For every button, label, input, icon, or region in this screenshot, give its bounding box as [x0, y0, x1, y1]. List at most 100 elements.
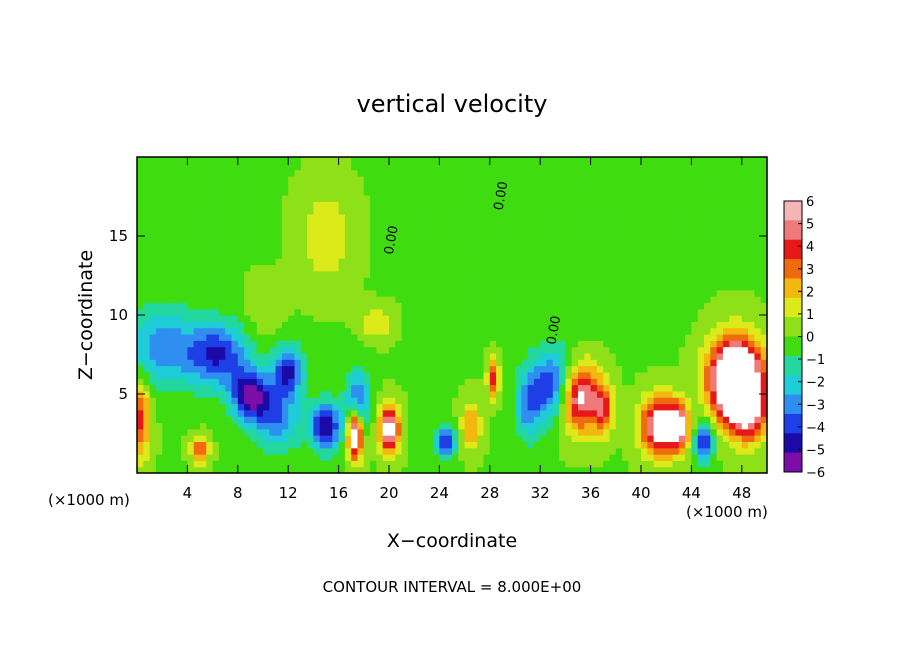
heatmap-cell: [571, 163, 579, 171]
heatmap-cell: [710, 163, 718, 171]
heatmap-cell: [729, 435, 737, 442]
heatmap-cell: [269, 416, 277, 424]
heatmap-cell: [470, 289, 478, 297]
heatmap-cell: [351, 378, 359, 386]
heatmap-cell: [685, 466, 692, 474]
heatmap-cell: [263, 333, 270, 341]
heatmap-cell: [439, 352, 447, 360]
heatmap-cell: [458, 207, 466, 215]
heatmap-cell: [559, 460, 566, 468]
heatmap-cell: [691, 264, 699, 272]
heatmap-cell: [603, 308, 611, 316]
heatmap-cell: [540, 346, 548, 354]
heatmap-cell: [351, 182, 359, 190]
heatmap-cell: [596, 315, 604, 322]
heatmap-cell: [445, 371, 453, 379]
heatmap-cell: [294, 188, 302, 196]
heatmap-cell: [250, 308, 258, 316]
heatmap-cell: [433, 416, 440, 424]
heatmap-cell: [338, 409, 346, 417]
heatmap-cell: [357, 340, 365, 348]
heatmap-cell: [748, 245, 755, 253]
heatmap-cell: [256, 277, 264, 284]
heatmap-cell: [571, 194, 579, 202]
heatmap-cell: [559, 201, 566, 209]
heatmap-cell: [464, 384, 472, 392]
heatmap-cell: [294, 245, 302, 253]
heatmap-cell: [187, 315, 195, 322]
heatmap-cell: [445, 232, 453, 240]
heatmap-cell: [149, 264, 157, 272]
heatmap-cell: [231, 201, 239, 209]
heatmap-cell: [754, 213, 762, 221]
heatmap-cell: [263, 352, 270, 360]
heatmap-cell: [319, 390, 327, 398]
heatmap-cell: [426, 460, 434, 468]
heatmap-cell: [218, 226, 226, 234]
heatmap-cell: [376, 308, 384, 316]
heatmap-cell: [502, 207, 510, 215]
heatmap-cell: [332, 169, 340, 177]
heatmap-cell: [697, 346, 705, 354]
heatmap-cell: [256, 333, 264, 341]
heatmap-cell: [313, 277, 321, 284]
heatmap-cell: [370, 454, 377, 461]
heatmap-cell: [244, 428, 251, 436]
heatmap-cell: [420, 277, 428, 284]
heatmap-cell: [256, 378, 264, 386]
heatmap-cell: [338, 277, 346, 284]
heatmap-cell: [439, 378, 447, 386]
heatmap-cell: [533, 302, 541, 310]
heatmap-cell: [225, 340, 233, 348]
heatmap-cell: [439, 340, 447, 348]
heatmap-cell: [237, 157, 245, 164]
heatmap-cell: [521, 327, 529, 335]
heatmap-cell: [685, 333, 692, 341]
heatmap-cell: [143, 352, 151, 360]
heatmap-cell: [515, 182, 522, 190]
heatmap-cell: [697, 188, 705, 196]
heatmap-cell: [206, 422, 214, 430]
heatmap-cell: [672, 182, 680, 190]
heatmap-cell: [464, 454, 472, 461]
heatmap-cell: [174, 163, 182, 171]
heatmap-cell: [559, 409, 566, 417]
heatmap-cell: [269, 201, 277, 209]
heatmap-cell: [540, 182, 548, 190]
heatmap-cell: [666, 365, 674, 373]
heatmap-cell: [508, 333, 516, 341]
heatmap-cell: [433, 333, 440, 341]
heatmap-cell: [212, 378, 220, 386]
heatmap-cell: [659, 283, 667, 291]
heatmap-cell: [716, 403, 724, 411]
heatmap-cell: [351, 315, 359, 322]
heatmap-cell: [326, 321, 333, 329]
heatmap-cell: [559, 175, 566, 183]
heatmap-cell: [697, 194, 705, 202]
heatmap-cell: [760, 296, 768, 303]
heatmap-cell: [414, 251, 422, 259]
heatmap-cell: [552, 201, 560, 209]
heatmap-cell: [754, 327, 762, 335]
heatmap-cell: [445, 346, 453, 354]
heatmap-cell: [470, 296, 478, 303]
heatmap-cell: [710, 213, 718, 221]
heatmap-cell: [615, 258, 623, 266]
heatmap-cell: [168, 378, 176, 386]
heatmap-cell: [628, 201, 636, 209]
heatmap-cell: [729, 188, 737, 196]
heatmap-cell: [187, 169, 195, 177]
heatmap-cell: [578, 384, 585, 392]
heatmap-cell: [389, 157, 396, 164]
heatmap-cell: [540, 365, 548, 373]
heatmap-cell: [502, 428, 510, 436]
heatmap-cell: [149, 188, 157, 196]
heatmap-cell: [187, 226, 195, 234]
heatmap-cell: [225, 175, 233, 183]
heatmap-cell: [628, 321, 636, 329]
heatmap-cell: [464, 232, 472, 240]
heatmap-cell: [691, 302, 699, 310]
heatmap-cell: [729, 333, 737, 341]
heatmap-cell: [609, 428, 617, 436]
heatmap-cell: [162, 371, 170, 379]
